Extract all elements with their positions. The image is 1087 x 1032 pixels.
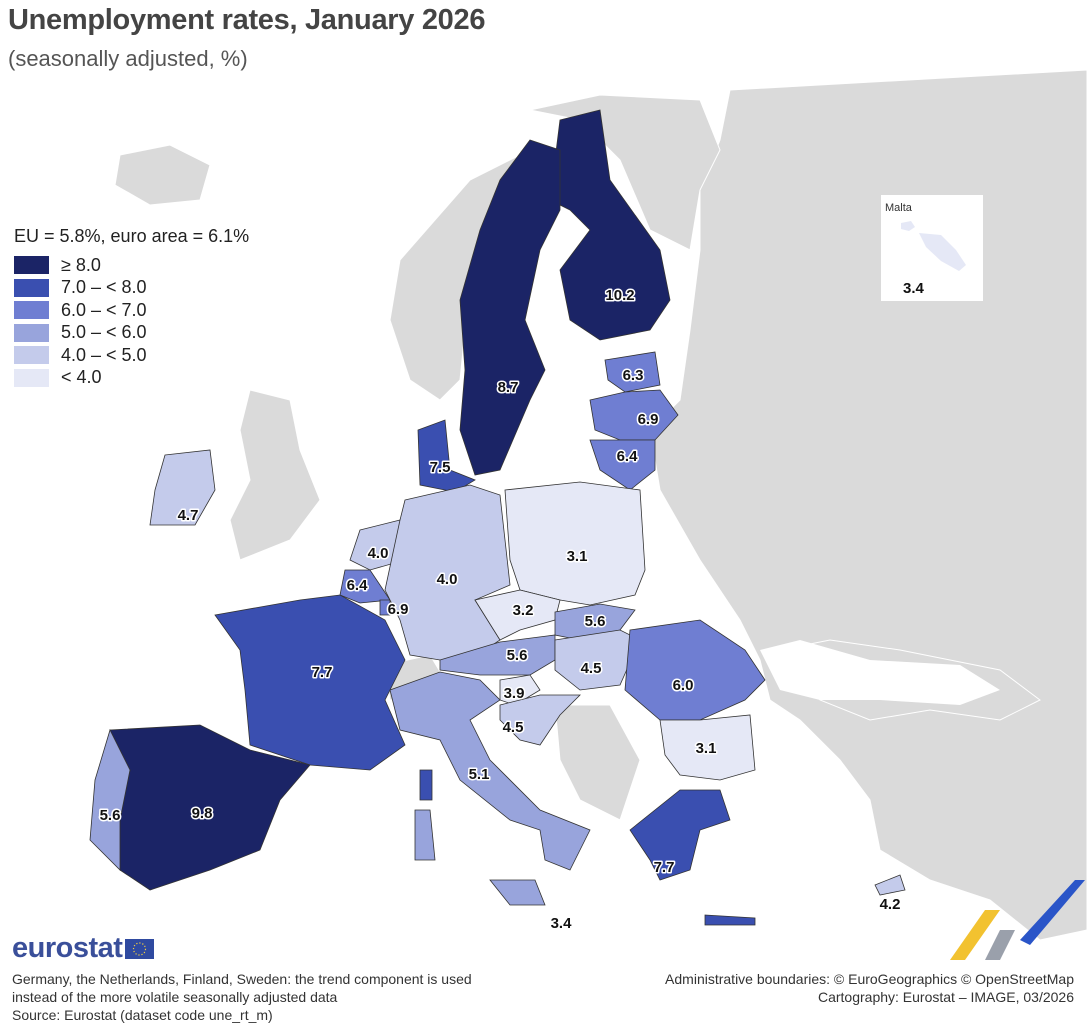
malta-inset-label: Malta (885, 202, 912, 214)
france-region (214, 594, 406, 771)
legend-swatch (14, 256, 49, 275)
footnote-line: instead of the more volatile seasonally … (12, 989, 338, 1005)
legend-item: 5.0 – < 6.0 (14, 322, 249, 345)
eu-countries (89, 109, 906, 926)
eu-flag-icon (125, 938, 155, 959)
legend-item: 4.0 – < 5.0 (14, 344, 249, 367)
label-germany: 4.0 (437, 571, 458, 588)
bulgaria-region (659, 714, 756, 781)
label-croatia: 4.5 (503, 719, 524, 736)
croatia-region (499, 694, 581, 746)
label-greece: 7.7 (654, 859, 675, 876)
luxembourg-region (379, 599, 391, 616)
sweden-region (459, 139, 561, 476)
eurostat-logo: eurostat (12, 932, 155, 965)
ireland-region (149, 449, 216, 526)
legend-label: 4.0 – < 5.0 (61, 344, 147, 365)
sardinia-region (414, 809, 436, 861)
legend-swatch (14, 346, 49, 365)
value-labels: 10.2 8.7 6.3 6.9 6.4 7.5 4.7 4.0 6.4 6.9… (98, 286, 901, 933)
legend-rows: ≥ 8.0 7.0 – < 8.0 6.0 – < 7.0 5.0 – < 6.0 4.… (14, 254, 249, 389)
footnote: Germany, the Netherlands, Finland, Swede… (12, 970, 472, 1024)
label-bulgaria: 3.1 (696, 740, 717, 757)
label-luxembourg: 6.9 (388, 601, 409, 618)
label-spain: 9.8 (192, 805, 213, 822)
label-denmark: 7.5 (430, 459, 451, 476)
cyprus-region (874, 874, 906, 896)
label-estonia: 6.3 (623, 367, 644, 384)
legend-swatch (14, 323, 49, 342)
estonia-region (604, 351, 661, 393)
legend-label: < 4.0 (61, 367, 102, 388)
label-hungary: 4.5 (581, 660, 602, 677)
romania-region (624, 619, 766, 721)
great-britain-land (229, 389, 321, 561)
legend-label: 6.0 – < 7.0 (61, 299, 147, 320)
iceland-land (114, 144, 211, 206)
label-portugal: 5.6 (100, 807, 121, 824)
source-line: Source: Eurostat (dataset code une_rt_m) (12, 1007, 273, 1023)
black-sea (760, 640, 1000, 705)
legend-label: 7.0 – < 8.0 (61, 277, 147, 298)
label-ireland: 4.7 (178, 507, 199, 524)
legend-item: ≥ 8.0 (14, 254, 249, 277)
legend-swatch (14, 301, 49, 320)
latvia-region (589, 389, 679, 441)
label-finland: 10.2 (605, 287, 634, 304)
label-austria: 5.6 (507, 647, 528, 664)
label-italy: 5.1 (469, 766, 490, 783)
legend: EU = 5.8%, euro area = 6.1% ≥ 8.0 7.0 – <… (14, 226, 249, 389)
malta-inset: Malta 3.4 (881, 195, 983, 301)
malta-shape (901, 221, 966, 271)
footnote-line: Germany, the Netherlands, Finland, Swede… (12, 971, 472, 987)
credits-line: Cartography: Eurostat – IMAGE, 03/2026 (817, 989, 1074, 1005)
label-czechia: 3.2 (513, 602, 534, 619)
label-malta-main: 3.4 (551, 915, 573, 932)
brand-name: eurostat (12, 932, 123, 964)
legend-item: < 4.0 (14, 367, 249, 390)
hungary-region (554, 629, 641, 691)
legend-swatch (14, 368, 49, 387)
denmark-region (417, 419, 476, 493)
label-slovakia: 5.6 (585, 613, 606, 630)
label-sweden: 8.7 (498, 379, 519, 396)
map-title: Unemployment rates, January 2026 (8, 4, 486, 36)
label-france: 7.7 (312, 664, 333, 681)
label-slovenia: 3.9 (504, 685, 525, 702)
italy-region (389, 671, 591, 871)
crete-region (704, 914, 756, 926)
label-romania: 6.0 (673, 677, 694, 694)
legend-item: 7.0 – < 8.0 (14, 277, 249, 300)
sicily-region (489, 879, 546, 906)
legend-label: ≥ 8.0 (61, 254, 101, 275)
austria-region (439, 634, 556, 676)
poland-region (504, 481, 646, 606)
label-poland: 3.1 (567, 548, 588, 565)
finland-region (549, 109, 671, 341)
label-netherlands: 4.0 (368, 545, 389, 562)
belgium-region (339, 569, 391, 604)
credits: Administrative boundaries: © EuroGeograp… (665, 970, 1074, 1006)
malta-inset-value: 3.4 (903, 280, 924, 297)
label-belgium: 6.4 (347, 577, 369, 594)
credits-line: Administrative boundaries: © EuroGeograp… (665, 971, 1074, 987)
map-subtitle: (seasonally adjusted, %) (8, 46, 248, 71)
legend-item: 6.0 – < 7.0 (14, 299, 249, 322)
label-lithuania: 6.4 (617, 448, 639, 465)
portugal-region (89, 728, 131, 871)
greece-region (629, 789, 731, 881)
corsica-region (419, 769, 433, 801)
legend-swatch (14, 278, 49, 297)
legend-label: 5.0 – < 6.0 (61, 322, 147, 343)
balkans-land (554, 704, 641, 821)
label-latvia: 6.9 (638, 411, 659, 428)
slovenia-region (499, 674, 541, 706)
legend-header: EU = 5.8%, euro area = 6.1% (14, 226, 250, 246)
lithuania-region (589, 439, 656, 491)
image-logo-mark (950, 880, 1085, 960)
label-cyprus: 4.2 (880, 896, 901, 913)
netherlands-region (349, 519, 406, 571)
